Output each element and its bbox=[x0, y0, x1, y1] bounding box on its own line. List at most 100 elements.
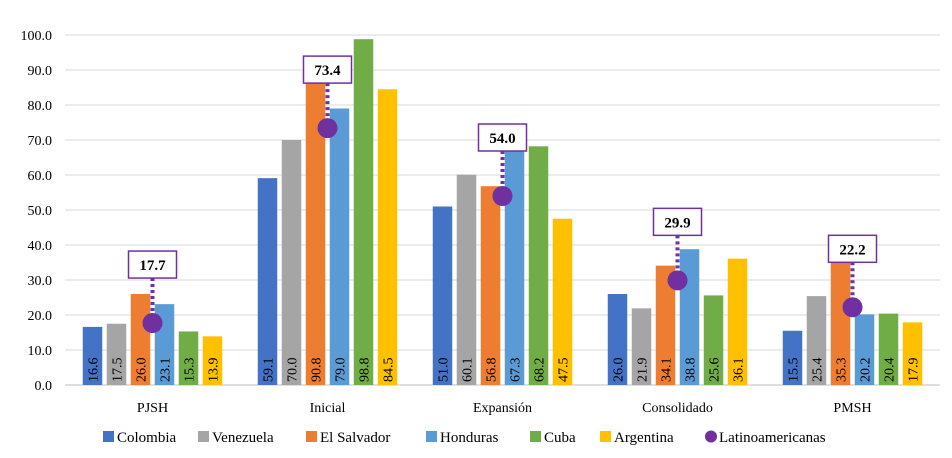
legend-label: Venezuela bbox=[212, 430, 274, 446]
bar-value-label: 26.0 bbox=[612, 358, 627, 383]
bar-value-label: 34.1 bbox=[660, 358, 675, 383]
marker-value-label: 22.2 bbox=[839, 242, 865, 258]
bar bbox=[631, 308, 652, 385]
bar bbox=[329, 108, 350, 385]
bar-value-label: 67.3 bbox=[509, 358, 524, 383]
bar-value-label: 59.1 bbox=[262, 358, 277, 383]
y-tick-label: 70.0 bbox=[28, 134, 53, 149]
legend-swatch bbox=[530, 431, 541, 442]
marker-value-label: 54.0 bbox=[489, 131, 515, 147]
bar bbox=[456, 174, 477, 385]
bar-value-label: 35.3 bbox=[835, 358, 850, 383]
bar-value-label: 23.1 bbox=[159, 358, 174, 383]
bar bbox=[727, 258, 748, 385]
y-tick-label: 50.0 bbox=[28, 204, 53, 219]
bar-value-label: 70.0 bbox=[286, 358, 301, 383]
bar-value-label: 25.6 bbox=[708, 358, 723, 383]
legend-swatch bbox=[306, 431, 317, 442]
bar-value-label: 20.4 bbox=[883, 358, 898, 383]
bar bbox=[178, 331, 199, 385]
marker-callout-box bbox=[477, 123, 528, 152]
bar-value-label: 47.5 bbox=[557, 358, 572, 383]
bar bbox=[854, 314, 875, 385]
bar bbox=[281, 140, 302, 385]
x-tick-label: Consolidado bbox=[642, 401, 713, 416]
bar bbox=[878, 313, 899, 385]
marker-callout-box bbox=[127, 250, 178, 279]
bar bbox=[655, 265, 676, 385]
marker-callout-box bbox=[652, 207, 703, 237]
bar bbox=[806, 296, 827, 385]
y-tick-label: 10.0 bbox=[28, 344, 53, 359]
y-tick-label: 90.0 bbox=[28, 64, 53, 79]
y-tick-label: 60.0 bbox=[28, 169, 53, 184]
marker-value-label: 73.4 bbox=[314, 63, 341, 79]
bar-value-label: 68.2 bbox=[533, 358, 548, 383]
marker-callout-box bbox=[302, 55, 353, 84]
bar bbox=[607, 294, 628, 385]
bar bbox=[353, 39, 374, 385]
legend-swatch bbox=[600, 431, 611, 442]
bar bbox=[106, 323, 127, 385]
x-tick-label: Expansión bbox=[473, 401, 532, 416]
bar bbox=[305, 67, 326, 385]
marker-value-label: 17.7 bbox=[139, 258, 166, 274]
marker-point bbox=[317, 118, 338, 139]
bar-value-label: 17.9 bbox=[907, 358, 922, 383]
legend-label: Latinoamericanas bbox=[719, 430, 826, 446]
bar-value-label: 20.2 bbox=[859, 358, 874, 383]
bar bbox=[377, 89, 398, 385]
bar bbox=[552, 218, 573, 385]
x-tick-label: PMSH bbox=[833, 401, 871, 416]
bar bbox=[782, 330, 803, 385]
y-tick-label: 20.0 bbox=[28, 309, 53, 324]
bar-value-label: 26.0 bbox=[135, 358, 150, 383]
bar-value-label: 36.1 bbox=[732, 358, 747, 383]
bar bbox=[480, 186, 501, 385]
y-tick-label: 80.0 bbox=[28, 99, 53, 114]
marker-value-label: 29.9 bbox=[664, 215, 690, 231]
legend-label: El Salvador bbox=[320, 430, 390, 446]
bar bbox=[504, 149, 525, 385]
bar bbox=[528, 146, 549, 385]
bar-value-label: 56.8 bbox=[485, 358, 500, 383]
bar bbox=[703, 295, 724, 385]
bar bbox=[432, 206, 453, 385]
marker-point bbox=[142, 313, 163, 334]
bar-value-label: 60.1 bbox=[461, 358, 476, 383]
bar bbox=[257, 178, 278, 385]
bar bbox=[202, 336, 223, 385]
bar-value-label: 25.4 bbox=[811, 358, 826, 383]
bar-value-label: 15.5 bbox=[787, 358, 802, 383]
y-tick-label: 100.0 bbox=[21, 29, 53, 44]
y-tick-label: 0.0 bbox=[35, 379, 53, 394]
bar-value-label: 13.9 bbox=[207, 358, 222, 383]
marker-callout-box bbox=[827, 234, 878, 264]
bar-value-label: 84.5 bbox=[382, 358, 397, 383]
bar-value-label: 90.8 bbox=[310, 358, 325, 383]
x-tick-label: Inicial bbox=[310, 401, 346, 416]
y-tick-label: 30.0 bbox=[28, 274, 53, 289]
bar-value-label: 38.8 bbox=[684, 358, 699, 383]
bar-value-label: 16.6 bbox=[87, 358, 102, 383]
bar-value-label: 98.8 bbox=[358, 358, 373, 383]
legend-label: Colombia bbox=[117, 430, 177, 446]
bar-value-label: 51.0 bbox=[437, 358, 452, 383]
bar-value-label: 15.3 bbox=[183, 358, 198, 383]
bar bbox=[902, 322, 923, 385]
legend-swatch bbox=[103, 431, 114, 442]
legend-marker bbox=[705, 430, 717, 443]
y-tick-label: 40.0 bbox=[28, 239, 53, 254]
x-tick-label: PJSH bbox=[137, 401, 168, 416]
marker-point bbox=[842, 297, 863, 318]
bar bbox=[830, 261, 851, 385]
legend-swatch bbox=[426, 431, 437, 442]
legend-swatch bbox=[198, 431, 209, 442]
bar-value-label: 17.5 bbox=[111, 358, 126, 383]
legend-label: Honduras bbox=[440, 430, 498, 446]
bar bbox=[82, 326, 103, 385]
bar-value-label: 21.9 bbox=[636, 358, 651, 383]
marker-point bbox=[667, 270, 688, 291]
